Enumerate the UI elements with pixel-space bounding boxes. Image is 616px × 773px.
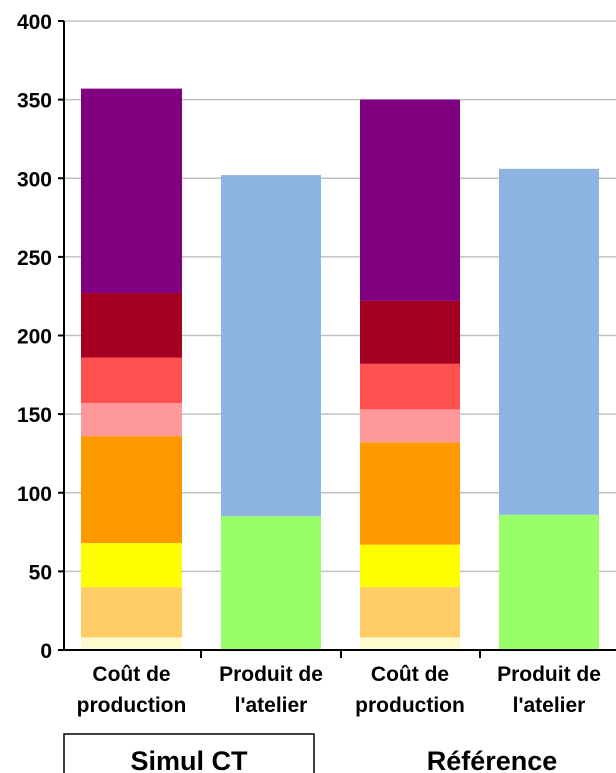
bar-segment [81, 587, 182, 638]
bar-segment [360, 637, 460, 650]
bar-segment [360, 587, 460, 638]
bar-segment [81, 357, 182, 404]
y-tick-label: 250 [17, 247, 52, 270]
bar-segment [221, 175, 321, 517]
group-label: Référence [427, 746, 558, 773]
category-label: production [77, 694, 187, 717]
labels: 0 50 100 150 200 250 300 350 400 Coût de productio… [17, 11, 601, 773]
y-tick-label: 400 [17, 11, 52, 34]
bar-segment [499, 514, 599, 650]
group-label-box [63, 733, 315, 773]
bar-segment [360, 99, 460, 301]
group-label: Simul CT [130, 746, 248, 773]
bar-segment [81, 403, 182, 437]
bar-segment [360, 363, 460, 410]
bars [81, 88, 599, 650]
category-label: l'atelier [513, 694, 586, 717]
y-tick-label: 300 [17, 168, 52, 191]
bar-segment [81, 293, 182, 358]
bar-segment [360, 300, 460, 364]
bar-segment [81, 436, 182, 544]
bar-segment [360, 409, 460, 443]
bar-segment [360, 442, 460, 545]
y-tick-label: 150 [17, 404, 52, 427]
axes [58, 20, 616, 658]
bar-segment [81, 543, 182, 588]
category-label: l'atelier [235, 694, 308, 717]
bar-segment [81, 88, 182, 294]
bar-segment [81, 637, 182, 650]
y-tick-label: 100 [17, 483, 52, 506]
category-label: Produit de [219, 663, 323, 686]
y-tick-label: 50 [29, 561, 52, 584]
y-tick-label: 200 [17, 326, 52, 349]
y-tick-label: 0 [40, 640, 52, 663]
category-label: Coût de [92, 663, 170, 686]
category-label: Coût de [371, 663, 449, 686]
y-tick-label: 350 [17, 90, 52, 113]
category-label: Produit de [497, 663, 601, 686]
category-label: production [355, 694, 465, 717]
bar-segment [221, 516, 321, 650]
bar-segment [499, 168, 599, 515]
bar-segment [360, 544, 460, 588]
